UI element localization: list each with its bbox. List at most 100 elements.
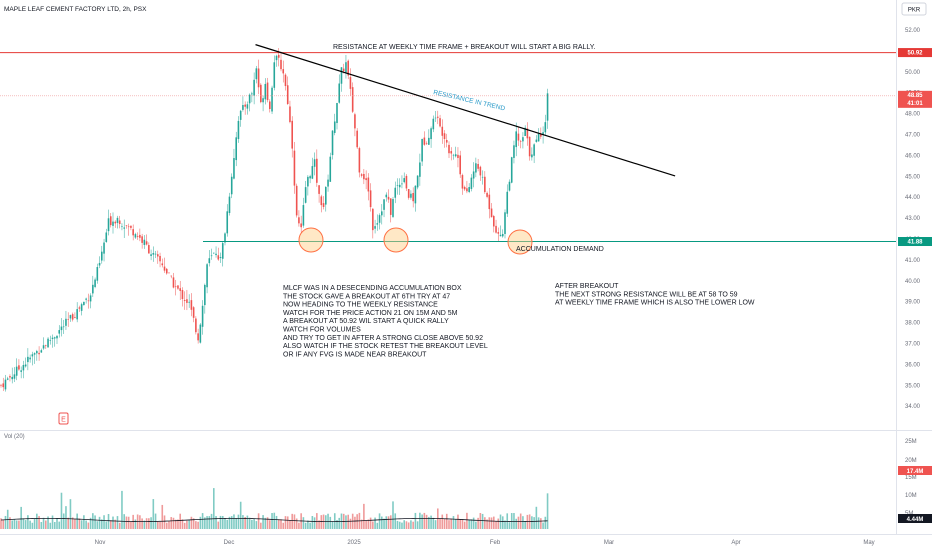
earnings-marker[interactable] (58, 412, 69, 425)
demand-circle-2[interactable] (383, 227, 409, 253)
candle-body (201, 305, 204, 327)
candle-body (251, 93, 253, 95)
resistance-badge (898, 48, 932, 58)
candle-body (405, 175, 408, 189)
volume-bar (53, 522, 56, 529)
volume-bar (481, 513, 484, 529)
candle-body (161, 263, 164, 266)
candle-body (47, 338, 49, 348)
candle-body (213, 252, 215, 254)
candle-body (414, 185, 417, 204)
candle-body (522, 137, 524, 142)
note-line: MLCF WAS IN A DESECENDING ACCUMULATION B… (283, 285, 462, 292)
candle-body (174, 286, 177, 288)
time-tick-label: Dec (224, 540, 235, 546)
price-tick-label: 35.00 (905, 383, 921, 389)
volume-ma-line (0, 517, 548, 523)
volume-bar (432, 517, 435, 529)
candle-body (372, 208, 374, 231)
time-axis[interactable]: Nov Dec 2025 Feb Mar Apr May (95, 540, 875, 546)
volume-bar (486, 519, 488, 529)
candle-body (255, 68, 258, 80)
candle-body (333, 121, 336, 133)
volume-bar (208, 516, 211, 529)
volume-bar (331, 521, 334, 529)
volume-bar (398, 521, 401, 529)
price-tick-label: 46.00 (905, 153, 921, 159)
candle-body (139, 234, 141, 238)
volume-bar (425, 514, 428, 529)
volume-bar (345, 515, 347, 529)
volume-bar (291, 513, 293, 529)
volume-bar (71, 517, 74, 529)
candle-body (0, 384, 2, 386)
volume-bar (42, 517, 45, 529)
candle-body (416, 175, 419, 188)
volume-bar (134, 519, 137, 529)
volume-bar (284, 516, 287, 529)
candle-body (260, 84, 262, 103)
candle-body (107, 218, 110, 232)
volume-bar (273, 512, 276, 529)
candle-body (311, 166, 314, 179)
candle-body (233, 158, 235, 179)
volume-bar (181, 519, 184, 529)
candle-body (83, 301, 85, 306)
candle-body (381, 211, 383, 216)
volume-bar (11, 520, 13, 529)
volume-bar (365, 520, 367, 529)
note-line: AT WEEKLY TIME FRAME WHICH IS ALSO THE L… (555, 300, 755, 307)
candle-body (419, 162, 421, 177)
volume-bar (38, 516, 40, 529)
currency-button[interactable] (901, 2, 927, 16)
volume-bar (69, 499, 72, 529)
candle-body (224, 233, 226, 243)
candle-body (392, 199, 394, 217)
note-line: ALSO WATCH IF THE STOCK RETEST THE BREAK… (283, 343, 488, 350)
volume-bar (477, 517, 479, 529)
candle-body (407, 189, 410, 198)
volume-bar (192, 518, 195, 529)
candle-body (445, 139, 448, 143)
volume-bar (434, 520, 437, 529)
volume-bar (392, 501, 394, 529)
candle-body (125, 225, 128, 226)
volume-bar (248, 517, 251, 529)
volume-bar (36, 513, 38, 529)
candle-body (98, 262, 101, 266)
candle-body (425, 143, 428, 144)
volume-bar (490, 517, 493, 529)
volume-bar (457, 514, 459, 529)
volume-bar (540, 518, 542, 529)
time-tick-label: Mar (604, 540, 614, 546)
support-badge-label: 41.88 (907, 240, 923, 246)
candle-body (49, 340, 52, 341)
candle-body (423, 137, 426, 145)
candle-body (71, 314, 74, 320)
note-line: OR IF ANY FVG IS MADE NEAR BREAKOUT (283, 351, 427, 358)
descending-trendline[interactable] (255, 44, 676, 177)
volume-bar (109, 520, 112, 529)
volume-bar (526, 514, 529, 529)
note-line: AFTER BREAKOUT (555, 283, 619, 290)
demand-circle-3[interactable] (507, 229, 533, 255)
note-line: A BREAKOUT AT 50.92 WIL START A QUICK RA… (283, 318, 449, 325)
price-pane[interactable] (0, 0, 896, 430)
volume-bar (141, 518, 143, 529)
demand-circle-1[interactable] (298, 227, 324, 253)
candle-body (172, 277, 175, 288)
volume-bar (204, 517, 206, 529)
candle-body (217, 255, 220, 260)
volume-bar (378, 513, 381, 529)
candle-body (277, 54, 280, 58)
volume-bar (537, 517, 540, 529)
volume-pane[interactable] (0, 430, 896, 534)
volume-bar (475, 521, 477, 529)
volume-bar (94, 515, 96, 529)
candle-body (490, 208, 493, 218)
volume-bar (289, 520, 291, 529)
candle-body (403, 178, 405, 183)
price-tick-label: 39.00 (905, 300, 921, 306)
volume-bar (201, 513, 204, 529)
candle-body (540, 133, 542, 137)
